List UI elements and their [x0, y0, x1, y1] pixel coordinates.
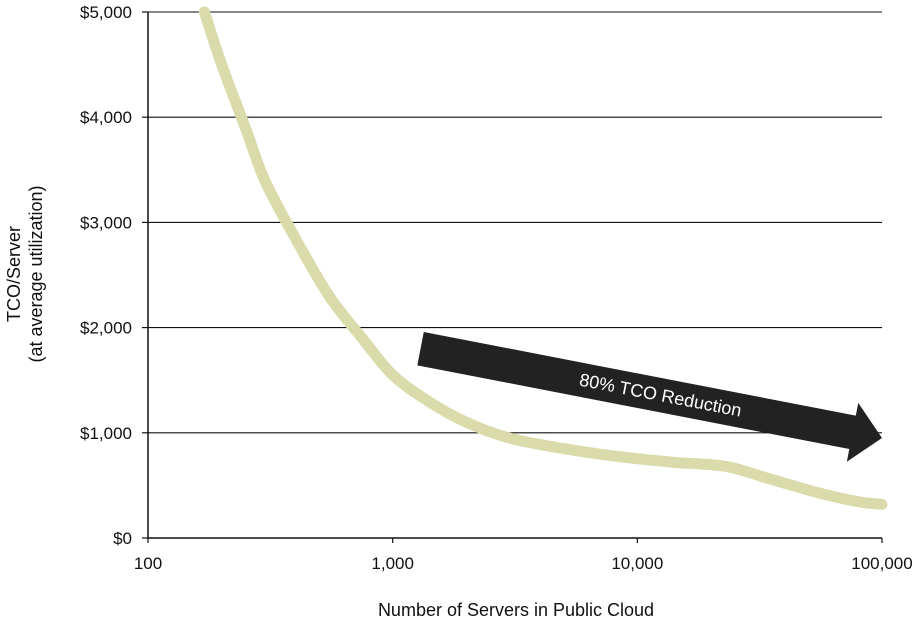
- arrow-shape: [417, 331, 882, 462]
- y-tick-label: $5,000: [80, 3, 132, 22]
- x-axis-title: Number of Servers in Public Cloud: [378, 600, 654, 620]
- y-tick-label: $2,000: [80, 319, 132, 338]
- x-tick-label: 100: [134, 554, 162, 573]
- data-point: [466, 422, 467, 423]
- x-tick-label: 1,000: [371, 554, 414, 573]
- data-point: [428, 401, 429, 402]
- data-point: [770, 479, 771, 480]
- y-tick-label: $4,000: [80, 108, 132, 127]
- x-tick-label: 10,000: [611, 554, 663, 573]
- data-point: [245, 127, 246, 128]
- data-point: [818, 492, 819, 493]
- y-axis-title-line-2: (at average utilization): [26, 185, 46, 362]
- y-tick-label: $1,000: [80, 424, 132, 443]
- series-layer: [198, 6, 888, 510]
- data-point: [295, 238, 296, 239]
- data-point: [563, 448, 564, 449]
- x-tick-labels: 100 1,000 10,000 100,000: [134, 538, 913, 573]
- data-point: [673, 462, 674, 463]
- data-point: [725, 466, 726, 467]
- tco-curve: [198, 6, 888, 510]
- data-point: [392, 374, 393, 375]
- data-point: [264, 180, 265, 181]
- x-tick-label: 100,000: [851, 554, 912, 573]
- data-point: [221, 64, 222, 65]
- y-tick-label: $0: [113, 529, 132, 548]
- data-point: [329, 296, 330, 297]
- y-tick-label: $3,000: [80, 213, 132, 232]
- y-axis-title: TCO/Server (at average utilization): [4, 185, 46, 362]
- y-axis-title-line-1: TCO/Server: [4, 226, 24, 322]
- annotation-layer: 80% TCO Reduction: [417, 331, 882, 462]
- data-point: [362, 338, 363, 339]
- gridlines: [148, 11, 882, 539]
- reduction-arrow: 80% TCO Reduction: [417, 331, 882, 462]
- y-tick-labels: $0 $1,000 $2,000 $3,000 $4,000 $5,000: [80, 3, 148, 548]
- data-point: [882, 504, 883, 505]
- data-point: [858, 501, 859, 502]
- data-point: [204, 12, 205, 13]
- data-point: [509, 438, 510, 439]
- data-point: [613, 455, 614, 456]
